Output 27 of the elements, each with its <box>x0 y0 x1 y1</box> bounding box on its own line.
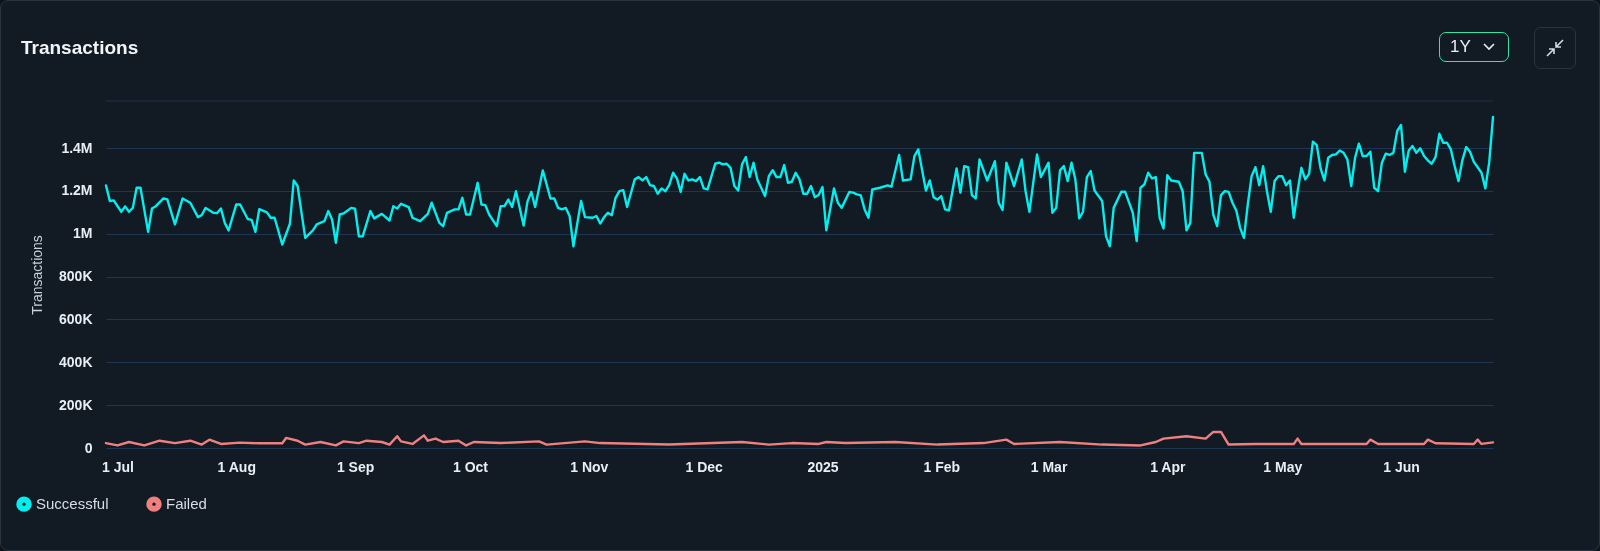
x-tick-label: 1 Oct <box>452 458 489 475</box>
x-tick-label: 2025 <box>807 458 839 475</box>
y-tick-label: 200K <box>59 396 93 413</box>
y-tick-label: 1.4M <box>61 139 93 156</box>
y-tick-label: 1.2M <box>61 182 93 199</box>
chart-title: Transactions <box>21 37 139 59</box>
x-tick-label: 1 Jun <box>1383 458 1420 475</box>
y-axis-title: Transactions <box>29 235 46 315</box>
x-tick-label: 1 Mar <box>1030 458 1068 475</box>
y-tick-label: 1M <box>73 225 93 242</box>
x-tick-label: 1 Feb <box>923 458 961 475</box>
y-tick-label: 400K <box>59 353 93 370</box>
line-series <box>104 430 1495 447</box>
text: 1Y <box>1450 37 1471 57</box>
x-tick-label: 1 Jul <box>102 458 134 475</box>
legend-label: Successful <box>36 495 109 513</box>
y-tick-label: 600K <box>59 310 93 327</box>
y-tick-label: 0 <box>84 439 93 456</box>
x-tick-label: 1 May <box>1263 458 1303 475</box>
y-tick-label: 800K <box>59 268 93 285</box>
x-tick-label: 1 Dec <box>685 458 724 475</box>
line-series <box>104 115 1495 248</box>
x-tick-label: 1 Nov <box>570 458 609 475</box>
x-tick-label: 1 Apr <box>1150 458 1186 475</box>
x-tick-label: 1 Aug <box>217 458 256 475</box>
x-tick-label: 1 Sep <box>336 458 375 475</box>
legend-label: Failed <box>166 495 207 513</box>
